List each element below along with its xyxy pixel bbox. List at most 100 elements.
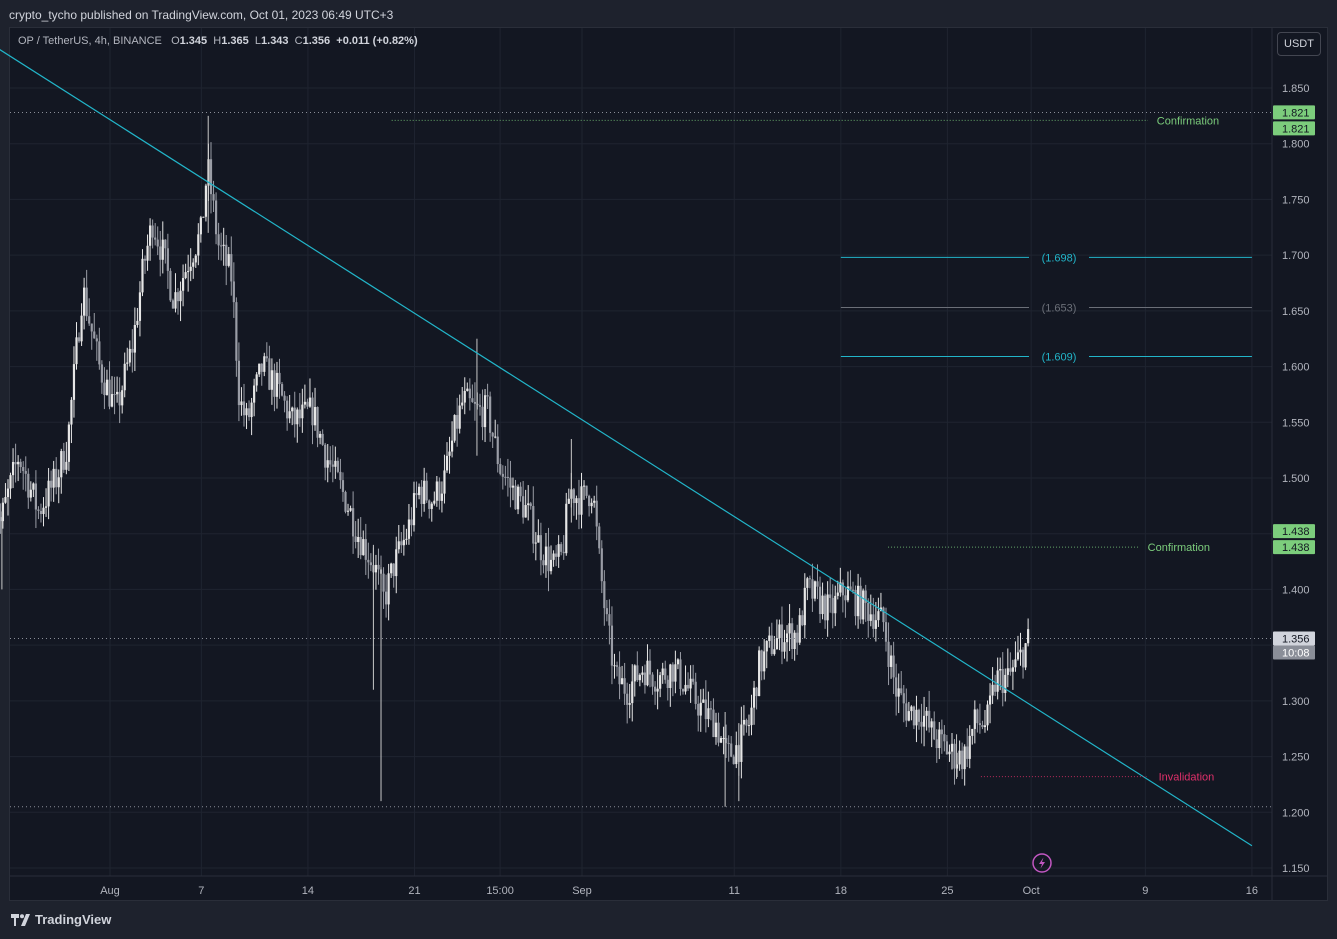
- candle-body: [646, 660, 649, 686]
- candle-body: [598, 526, 601, 549]
- candle-body: [859, 585, 862, 620]
- candle-body: [620, 678, 624, 685]
- symbol-legend: OP / TetherUS, 4h, BINANCE O1.345 H1.365…: [18, 35, 418, 47]
- candle-body: [75, 337, 78, 365]
- candle-body: [1006, 668, 1009, 675]
- candle-body: [994, 684, 997, 692]
- candle-body: [255, 374, 258, 386]
- candle-body: [532, 506, 535, 544]
- candle-body: [831, 597, 834, 614]
- candle-body: [273, 370, 276, 397]
- candle-body: [387, 573, 390, 605]
- price-badge-text: 1.356: [1282, 633, 1310, 645]
- candle-body: [948, 751, 951, 755]
- candle-body: [268, 358, 271, 390]
- candle-body: [357, 536, 360, 542]
- candle-body: [298, 409, 301, 419]
- candle-body: [940, 729, 943, 735]
- candle-body: [925, 710, 928, 716]
- candle-body: [603, 581, 606, 609]
- candle-body: [146, 245, 149, 261]
- candle-body: [651, 674, 654, 687]
- candle-body: [265, 356, 268, 359]
- candle-body: [131, 348, 134, 353]
- candle-body: [618, 666, 621, 685]
- candle-body: [933, 721, 936, 740]
- candle-body: [476, 403, 479, 406]
- candle-body: [425, 480, 428, 501]
- publisher-text: crypto_tycho published on TradingView.co…: [9, 8, 394, 22]
- candle-body: [922, 715, 926, 727]
- candle-body: [303, 401, 306, 405]
- candle-body: [955, 764, 959, 769]
- chart-grid: [10, 28, 1272, 876]
- candle-body: [326, 460, 329, 468]
- candle-body: [169, 270, 172, 301]
- candle-body: [966, 746, 969, 759]
- candle-body: [121, 390, 124, 406]
- candle-body: [791, 623, 794, 649]
- candle-body: [11, 461, 15, 476]
- candle-body: [973, 709, 976, 729]
- candle-body: [301, 404, 304, 419]
- candle-body: [57, 477, 60, 488]
- candle-body: [836, 592, 839, 596]
- candle-body: [674, 664, 677, 682]
- candle-body: [1016, 652, 1020, 660]
- candle-body: [47, 480, 50, 507]
- candle-body: [374, 564, 378, 573]
- candle-body: [324, 444, 327, 468]
- candle-body: [988, 695, 992, 705]
- close-label: C: [294, 35, 303, 47]
- candle-body: [184, 272, 187, 278]
- candle-body: [704, 699, 707, 720]
- candle-body: [288, 411, 291, 419]
- candle-body: [928, 710, 931, 728]
- candle-body: [834, 595, 837, 614]
- chart-frame[interactable]: [9, 27, 1328, 901]
- candle-body: [37, 509, 40, 511]
- candle-body: [199, 217, 202, 235]
- candle-body: [664, 668, 667, 680]
- candle-body: [961, 750, 964, 770]
- candle-body: [717, 722, 720, 743]
- candle-body: [615, 665, 619, 667]
- candle-body: [892, 655, 895, 678]
- candle-body: [245, 408, 248, 416]
- candle-body: [352, 508, 355, 537]
- candle-body: [22, 467, 25, 471]
- candle-body: [402, 539, 405, 546]
- candle-body: [166, 248, 169, 271]
- candle-body: [116, 391, 119, 395]
- candle-body: [750, 707, 753, 726]
- candle-body: [514, 485, 517, 510]
- candle-body: [699, 702, 702, 716]
- candle-body: [44, 506, 48, 508]
- candle-body: [768, 635, 771, 641]
- candle-body: [161, 239, 164, 260]
- candle-body: [567, 498, 570, 504]
- candle-body: [887, 641, 890, 667]
- candle-body: [758, 650, 761, 697]
- candle-body: [575, 498, 578, 504]
- candle-body: [793, 632, 796, 649]
- descending-trendline: [0, 49, 1253, 847]
- tradingview-logo[interactable]: TradingView: [11, 912, 111, 927]
- candle-body: [930, 721, 933, 728]
- currency-button[interactable]: USDT: [1277, 32, 1321, 56]
- candle-body: [648, 660, 652, 675]
- candle-body: [67, 424, 70, 462]
- candle-body: [895, 677, 898, 697]
- candle-body: [171, 300, 175, 309]
- candle-body: [676, 659, 680, 665]
- candle-body: [98, 341, 101, 365]
- candle-body: [138, 292, 142, 321]
- candle-body: [707, 708, 710, 720]
- candle-body: [666, 679, 669, 688]
- symbol-name[interactable]: OP / TetherUS, 4h, BINANCE: [18, 35, 162, 47]
- candle-body: [491, 432, 494, 437]
- candle-body: [549, 559, 553, 572]
- level-label: (1.698): [1042, 252, 1077, 264]
- candle-body: [275, 372, 279, 397]
